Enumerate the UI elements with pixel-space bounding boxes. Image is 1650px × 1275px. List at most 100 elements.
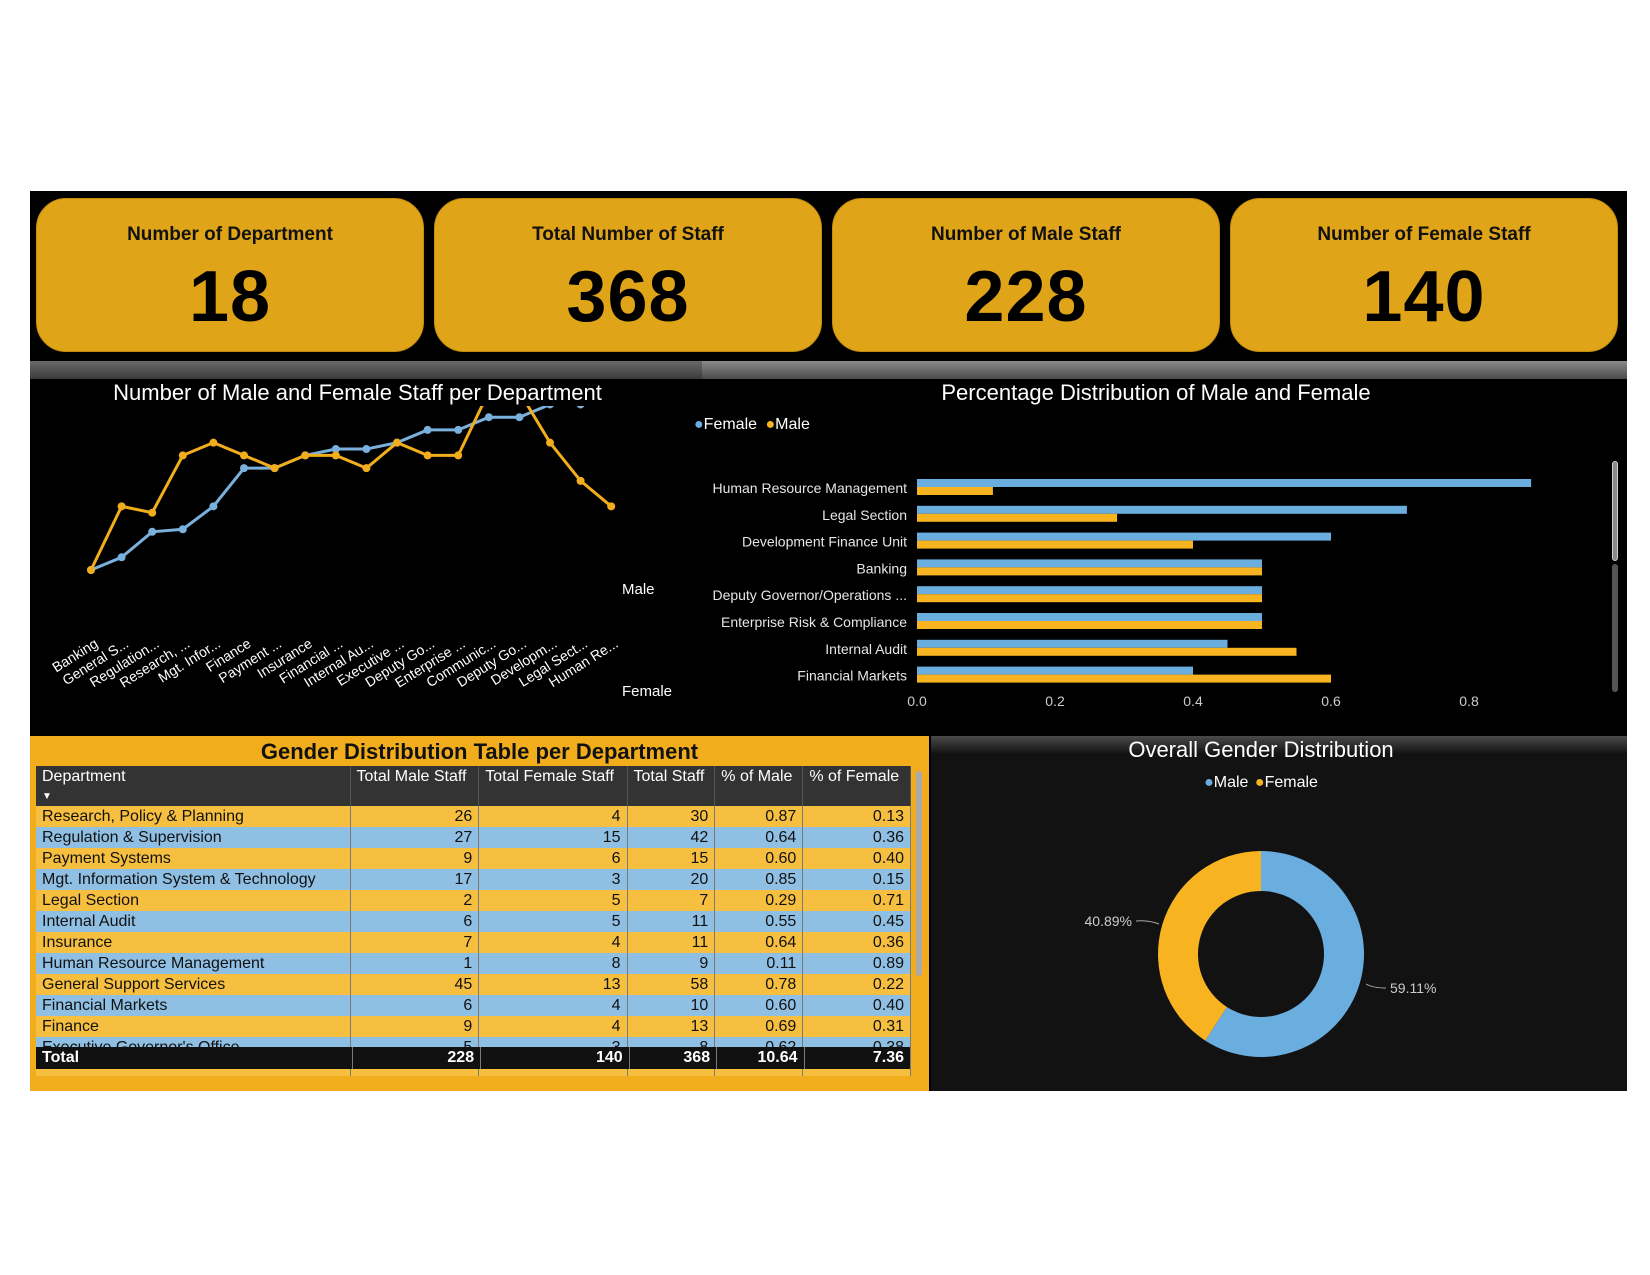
bar-chart-scrollbar[interactable] — [1612, 461, 1618, 561]
column-header-department[interactable]: Department ▼ — [36, 766, 351, 806]
cell-value: 15 — [478, 827, 628, 848]
bar-male — [917, 513, 1118, 522]
x-tick-label: 0.4 — [1183, 693, 1203, 709]
line-point — [515, 413, 524, 422]
table-panel: Gender Distribution Table per Department… — [30, 736, 929, 1091]
donut-slice-female — [1158, 851, 1261, 1041]
line-point — [423, 425, 432, 434]
cell-department: Internal Audit — [36, 911, 351, 932]
line-point — [362, 464, 371, 473]
line-series-male — [90, 406, 551, 572]
cell-value: 4 — [478, 1016, 628, 1037]
x-tick-label: 0.0 — [907, 693, 927, 709]
line-point — [546, 438, 554, 447]
cell-value: 9 — [350, 1016, 480, 1037]
line-point — [362, 445, 371, 454]
legend-label: Female — [703, 416, 758, 433]
cell-value: 7 — [627, 890, 716, 911]
cell-value: 3 — [478, 869, 628, 890]
line-point — [178, 451, 187, 460]
line-point — [484, 413, 493, 422]
line-point — [576, 406, 585, 409]
donut-legend: ●Male ●Female — [931, 774, 1591, 792]
table-row[interactable]: Human Resource Management 1 8 9 0.11 0.89 — [36, 953, 911, 974]
cell-value: 10 — [627, 995, 716, 1016]
x-tick-label: 0.2 — [1045, 693, 1065, 709]
cell-value: 6 — [350, 911, 480, 932]
donut-title: Overall Gender Distribution — [1128, 737, 1394, 762]
cell-value: 0.60 — [714, 848, 804, 869]
cell-value: 4 — [478, 995, 628, 1016]
total-female: 140 — [480, 1047, 630, 1069]
cell-value: 13 — [478, 974, 628, 995]
cell-value: 6 — [350, 995, 480, 1016]
cell-department: Mgt. Information System & Technology — [36, 869, 351, 890]
line-point — [301, 451, 310, 460]
cell-value: 7 — [350, 932, 480, 953]
bar-male — [917, 674, 1331, 683]
bar-male — [917, 621, 1262, 629]
cell-department: Payment Systems — [36, 848, 351, 869]
line-point — [117, 553, 126, 562]
leader-line — [1365, 983, 1387, 989]
table-row[interactable]: Mgt. Information System & Technology 17 3 2… — [36, 869, 911, 890]
x-tick-label: 0.8 — [1459, 693, 1479, 709]
legend-dot-icon: ● — [1204, 774, 1214, 791]
cell-value: 1 — [350, 953, 480, 974]
line-point — [454, 425, 463, 434]
line-point — [423, 451, 432, 460]
line-point — [331, 445, 340, 454]
gender-table: Department ▼ Total Male Staff Total Femal… — [36, 766, 911, 1076]
table-row[interactable]: Legal Section 2 5 7 0.29 0.71 — [36, 890, 911, 911]
table-row[interactable]: Internal Audit 6 5 11 0.55 0.45 — [36, 911, 911, 932]
donut-label: 59.11% — [1390, 980, 1436, 996]
cell-value: 0.78 — [714, 974, 804, 995]
table-row[interactable]: Insurance 7 4 11 0.64 0.36 — [36, 932, 911, 953]
kpi-card-departments: Number of Department 18 — [36, 198, 424, 352]
cell-value: 5 — [478, 890, 628, 911]
table-row[interactable]: General Support Services 45 13 58 0.78 0.22 — [36, 974, 911, 995]
table-row[interactable]: Financial Markets 6 4 10 0.60 0.40 — [36, 995, 911, 1016]
bar-female — [917, 666, 1193, 675]
line-point — [270, 464, 279, 473]
bar-male — [917, 540, 1193, 549]
table-scrollbar[interactable] — [916, 771, 922, 976]
bar-chart-title: Percentage Distribution of Male and Fema… — [941, 380, 1371, 405]
cell-value: 0.36 — [802, 827, 911, 848]
table-row[interactable]: Regulation & Supervision 27 15 42 0.64 0.36 — [36, 827, 911, 848]
column-header-total[interactable]: Total Staff — [627, 766, 716, 806]
table-row[interactable]: Research, Policy & Planning 26 4 30 0.87 0.13 — [36, 806, 911, 827]
line-point — [148, 527, 157, 536]
cell-value: 13 — [627, 1016, 716, 1037]
cell-value: 11 — [627, 932, 716, 953]
bar-category-label: Internal Audit — [825, 641, 907, 657]
kpi-value: 368 — [566, 257, 690, 337]
cell-value: 0.55 — [714, 911, 804, 932]
scrollbar-track — [1612, 564, 1618, 692]
cell-department: General Support Services — [36, 974, 351, 995]
kpi-value: 228 — [964, 257, 1088, 337]
cell-value: 0.89 — [802, 953, 911, 974]
table-row[interactable]: Finance 9 4 13 0.69 0.31 — [36, 1016, 911, 1037]
cell-value: 30 — [627, 806, 716, 827]
sort-arrow-icon[interactable]: ▼ — [42, 791, 52, 802]
donut-slice-male — [1205, 851, 1364, 1057]
column-header-male[interactable]: Total Male Staff — [350, 766, 480, 806]
column-header-female[interactable]: Total Female Staff — [478, 766, 628, 806]
column-header-pct-male[interactable]: % of Male — [714, 766, 804, 806]
cell-value: 4 — [478, 932, 628, 953]
total-pct-male: 10.64 — [716, 1047, 805, 1069]
column-header-pct-female[interactable]: % of Female — [802, 766, 911, 806]
cell-value: 0.29 — [714, 890, 804, 911]
legend-label: Male — [1213, 774, 1249, 791]
cell-value: 5 — [478, 911, 628, 932]
total-staff: 368 — [629, 1047, 718, 1069]
table-title: Gender Distribution Table per Department — [260, 739, 699, 764]
line-point — [209, 502, 218, 511]
kpi-title: Number of Male Staff — [930, 224, 1122, 245]
table-row[interactable]: Payment Systems 9 6 15 0.60 0.40 — [36, 848, 911, 869]
bar-female — [917, 532, 1331, 541]
bar-category-label: Human Resource Management — [712, 480, 907, 496]
bar-category-label: Development Finance Unit — [742, 534, 907, 550]
line-point — [148, 508, 157, 517]
